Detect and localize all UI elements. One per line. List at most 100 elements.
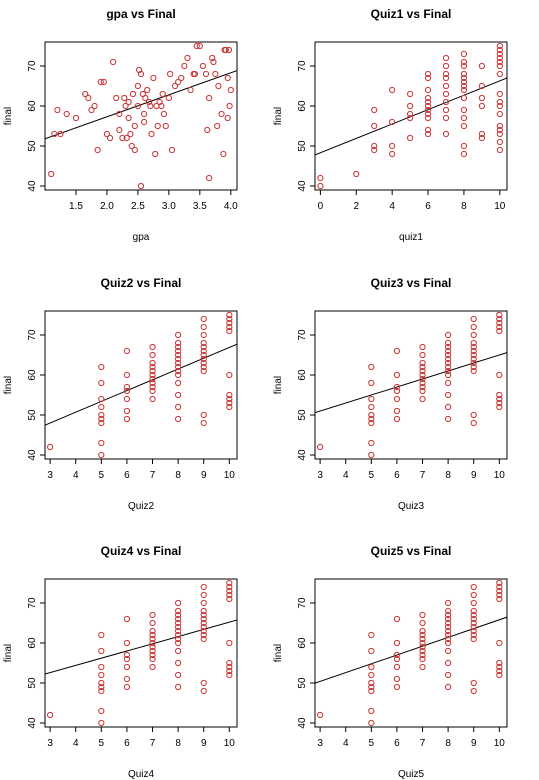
data-point: [496, 591, 503, 599]
scatter-panel-2: Quiz1 vs Final 0 2 4 6 8 10 40 50 60 70 quiz1 final: [273, 7, 508, 243]
data-point: [424, 70, 432, 78]
data-point: [368, 687, 375, 695]
x-tick-label: 7: [420, 470, 426, 481]
data-point: [424, 74, 432, 82]
data-point: [116, 126, 123, 134]
x-tick-label: 5: [99, 738, 105, 749]
data-point: [200, 363, 207, 371]
data-point: [200, 583, 207, 591]
data-point: [445, 331, 452, 339]
data-point: [460, 122, 468, 130]
data-point: [200, 331, 207, 339]
data-point: [200, 419, 207, 427]
plot-title: Quiz3 vs Final: [371, 276, 452, 290]
data-point: [149, 643, 156, 651]
data-point: [442, 74, 450, 82]
data-point: [368, 439, 375, 447]
data-point: [131, 146, 138, 154]
y-tick-label: 50: [27, 677, 38, 689]
data-point: [389, 150, 396, 158]
data-point: [98, 671, 105, 679]
data-point: [419, 643, 426, 651]
data-point: [200, 623, 207, 631]
plot-area: [45, 42, 237, 190]
y-tick-label: 70: [297, 597, 308, 609]
y-axis-label: final: [273, 376, 284, 394]
data-point: [445, 599, 452, 607]
data-point: [226, 583, 233, 591]
x-tick-label: 6: [124, 738, 130, 749]
data-point: [222, 46, 229, 54]
data-point: [200, 635, 207, 643]
data-point: [175, 639, 182, 647]
data-point: [407, 110, 414, 118]
data-point: [47, 711, 54, 719]
data-point: [419, 371, 426, 379]
data-point: [134, 102, 142, 110]
data-point: [175, 331, 182, 339]
data-point: [98, 439, 105, 447]
data-point: [97, 78, 104, 86]
y-tick-label: 70: [297, 329, 308, 341]
x-tick-label: 4.0: [224, 201, 238, 212]
data-point: [419, 375, 426, 383]
data-point: [152, 150, 159, 158]
plot-title: gpa vs Final: [106, 7, 175, 21]
data-point: [88, 106, 95, 114]
data-point: [168, 146, 176, 154]
data-point: [149, 371, 156, 379]
data-point: [175, 379, 182, 387]
data-point: [226, 371, 233, 379]
data-point: [393, 639, 401, 647]
data-point: [496, 663, 503, 671]
plot-area: [45, 579, 237, 727]
data-point: [149, 375, 156, 383]
data-point: [496, 371, 503, 379]
data-point: [200, 687, 207, 695]
data-point: [317, 711, 324, 719]
data-point: [478, 134, 485, 142]
data-point: [72, 114, 80, 122]
data-point: [149, 383, 156, 391]
data-point: [445, 379, 452, 387]
data-point: [407, 114, 414, 122]
x-tick-label: 9: [201, 738, 207, 749]
data-point: [98, 679, 105, 687]
y-tick-label: 60: [297, 369, 308, 381]
data-point: [419, 363, 426, 371]
x-axis-label: Quiz3: [398, 501, 425, 512]
data-point: [445, 351, 452, 359]
data-point: [94, 146, 101, 154]
y-tick-label: 50: [27, 409, 38, 421]
x-axis-label: Quiz5: [398, 769, 425, 780]
plot-title: Quiz1 vs Final: [371, 7, 452, 21]
data-point: [149, 651, 156, 659]
data-point: [317, 174, 324, 182]
data-point: [496, 138, 503, 146]
data-point: [200, 315, 207, 323]
data-point: [123, 683, 131, 691]
data-point: [51, 130, 58, 138]
data-point: [226, 591, 233, 599]
data-point: [175, 343, 182, 351]
data-point: [98, 707, 105, 715]
data-point: [496, 62, 503, 70]
data-point: [226, 315, 233, 323]
data-point: [496, 671, 503, 679]
x-tick-label: 2.5: [131, 201, 145, 212]
data-point: [470, 363, 477, 371]
data-point: [419, 387, 426, 395]
x-tick-label: 0: [318, 201, 324, 212]
data-point: [442, 82, 450, 90]
y-axis-label: final: [3, 644, 14, 662]
data-point: [368, 679, 375, 687]
data-point: [54, 106, 61, 114]
data-point: [393, 347, 401, 355]
plot-frame: [44, 578, 238, 728]
data-point: [226, 659, 233, 667]
x-tick-label: 3.0: [162, 201, 176, 212]
data-point: [82, 90, 89, 98]
data-point: [226, 667, 233, 675]
data-point: [119, 134, 126, 142]
data-point: [199, 62, 207, 70]
